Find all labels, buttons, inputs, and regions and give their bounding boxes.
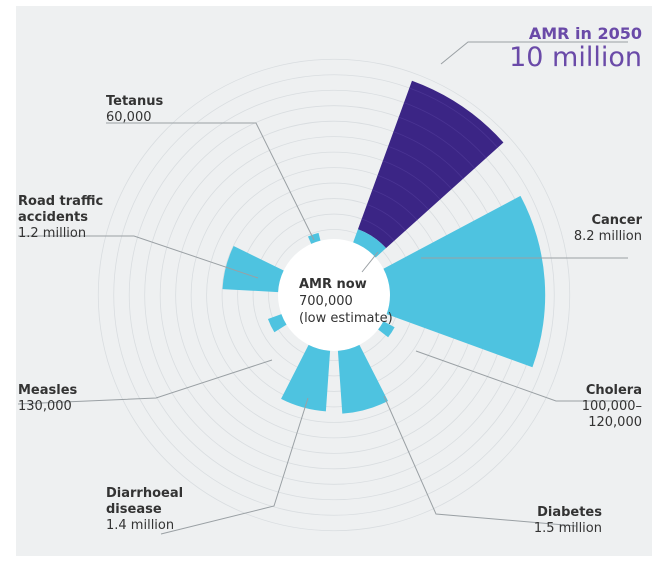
road-value: 1.2 million [18, 226, 87, 241]
amr-2050-ring [403, 102, 487, 159]
label-road-traffic: Road traffic accidents 1.2 million [18, 194, 103, 242]
bar-road-traffic [222, 246, 284, 293]
diabetes-value: 1.5 million [533, 521, 602, 536]
road-name-line2: accidents [18, 210, 88, 225]
amr-2050-name: AMR in 2050 [528, 24, 642, 43]
leader-diabetes [383, 395, 577, 527]
bar-amr-now [353, 229, 387, 258]
amr-2050-ring [388, 145, 452, 190]
bar-amr-2050 [357, 80, 504, 249]
tetanus-value: 60,000 [106, 110, 152, 125]
label-cancer: Cancer 8.2 million [574, 213, 642, 245]
leader-diarrhoeal [160, 397, 309, 535]
tetanus-name: Tetanus [106, 94, 164, 109]
amr-2050-ring [366, 204, 406, 231]
amr-2050-ring [393, 131, 464, 179]
amr-2050-ring [377, 174, 429, 211]
bar-cholera [378, 321, 395, 338]
label-measles: Measles 130,000 [18, 383, 77, 415]
measles-name: Measles [18, 383, 78, 398]
amr-2050-ring [382, 160, 441, 200]
leader-road-traffic [18, 235, 259, 279]
label-tetanus: Tetanus 60,000 [106, 94, 163, 126]
diabetes-name: Diabetes [537, 505, 602, 520]
label-cholera: Cholera 100,000– 120,000 [582, 383, 642, 431]
bar-diarrhoeal [281, 344, 331, 412]
cholera-name: Cholera [585, 383, 642, 398]
bar-diabetes [337, 344, 388, 414]
center-disc [278, 239, 390, 351]
bar-tetanus [307, 232, 321, 244]
leader-measles [17, 359, 273, 405]
grid-ring [97, 58, 571, 532]
polar-bar-chart [17, 41, 628, 535]
diarrhoeal-name-line1: Diarrhoeal [106, 486, 184, 501]
diarrhoeal-value: 1.4 million [106, 518, 175, 533]
label-diarrhoeal: Diarrhoeal disease 1.4 million [106, 486, 183, 534]
leader-amr-2050 [440, 41, 628, 65]
cholera-value-line1: 100,000– [581, 399, 642, 414]
cancer-value: 8.2 million [573, 229, 642, 244]
road-name-line1: Road traffic [18, 194, 104, 209]
label-diabetes: Diabetes 1.5 million [534, 505, 602, 537]
amr-2050-ring [409, 87, 498, 148]
amr-2050-value: 10 million [509, 42, 642, 73]
amr-2050-ring [372, 189, 418, 221]
measles-value: 130,000 [18, 399, 72, 414]
grid-ring [113, 74, 555, 516]
diarrhoeal-name-line2: disease [106, 502, 162, 517]
bar-measles [267, 314, 287, 333]
chart-card: AMR in 2050 10 million Cancer 8.2 millio… [16, 6, 652, 556]
amr-now-value-line2: (low estimate) [299, 311, 393, 326]
leader-amr-now [361, 251, 379, 273]
amr-2050-ring [398, 116, 475, 169]
label-amr-now: AMR now 700,000 (low estimate) [299, 276, 393, 327]
label-amr-2050: AMR in 2050 10 million [509, 24, 642, 73]
leader-tetanus [106, 122, 315, 241]
cancer-name: Cancer [591, 213, 642, 228]
amr-now-value-line1: 700,000 [299, 294, 353, 309]
cholera-value-line2: 120,000 [588, 415, 642, 430]
bar-cancer [383, 195, 546, 368]
amr-now-name: AMR now [299, 277, 367, 292]
amr-2050-ring [361, 218, 395, 242]
leader-cholera [415, 350, 628, 402]
